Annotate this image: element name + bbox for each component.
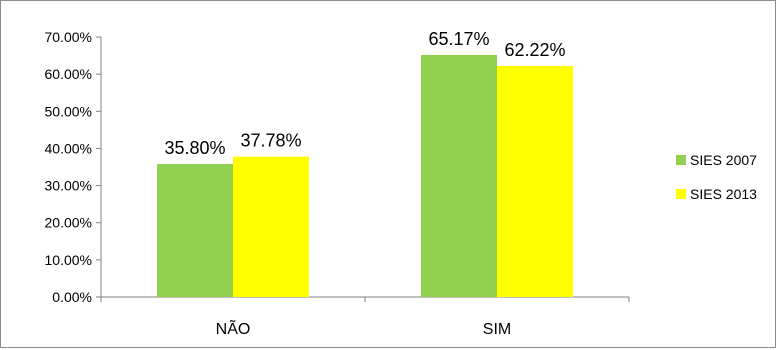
legend-swatch bbox=[676, 155, 686, 165]
x-category-label: SIM bbox=[483, 321, 511, 338]
bar bbox=[157, 164, 233, 297]
bar bbox=[421, 54, 497, 297]
legend-label: SIES 2007 bbox=[690, 152, 757, 168]
data-label: 37.78% bbox=[240, 131, 301, 151]
y-tick-label: 40.00% bbox=[45, 140, 92, 156]
bar bbox=[233, 156, 309, 297]
y-tick-label: 20.00% bbox=[45, 215, 92, 231]
data-label: 62.22% bbox=[504, 40, 565, 60]
y-tick-label: 0.00% bbox=[52, 289, 92, 305]
y-tick-label: 70.00% bbox=[45, 29, 92, 45]
legend-swatch bbox=[676, 189, 686, 199]
data-label: 35.80% bbox=[164, 138, 225, 158]
bars bbox=[157, 54, 573, 297]
y-tick-label: 10.00% bbox=[45, 252, 92, 268]
y-tick-label: 30.00% bbox=[45, 178, 92, 194]
data-labels: 35.80% 37.78% 65.17% 62.22% bbox=[164, 29, 565, 158]
legend: SIES 2007 SIES 2013 bbox=[676, 152, 757, 202]
x-category-label: NÃO bbox=[216, 318, 251, 338]
legend-label: SIES 2013 bbox=[690, 186, 757, 202]
x-axis: NÃO SIM bbox=[100, 296, 630, 338]
bar bbox=[497, 65, 573, 297]
y-axis: 0.00% 10.00% 20.00% 30.00% 40.00% 50.00% 60.00… bbox=[45, 29, 102, 305]
data-label: 65.17% bbox=[428, 29, 489, 49]
y-tick-label: 60.00% bbox=[45, 66, 92, 82]
y-tick-label: 50.00% bbox=[45, 103, 92, 119]
